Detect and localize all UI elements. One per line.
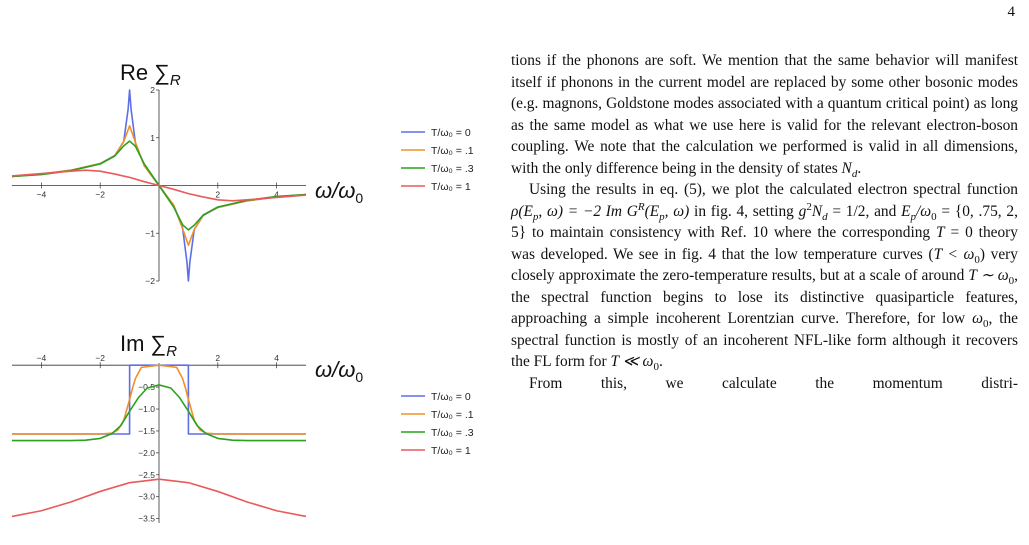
y-tick-label: −3.0: [138, 492, 155, 502]
legend-label: T/ω₀ = 0: [431, 391, 471, 403]
legend-label: T/ω₀ = .1: [431, 145, 474, 157]
legend-label: T/ω₀ = 1: [431, 181, 471, 193]
re-sigma-title: Re ∑R: [120, 60, 181, 89]
legend-label: T/ω₀ = .3: [431, 427, 474, 439]
im-sigma-title: Im ∑R: [120, 331, 177, 360]
y-tick-label: 2: [150, 85, 155, 95]
paragraph-3-start: From this, we calculate the momentum dis…: [529, 374, 1018, 392]
x-tick-label: 2: [215, 353, 220, 363]
legend-label: T/ω₀ = 0: [431, 127, 471, 139]
paragraph-2: Using the results in eq. (5), we plot th…: [511, 181, 1018, 374]
y-tick-label: −2.0: [138, 448, 155, 458]
legend-bottom: T/ω₀ = 0 T/ω₀ = .1 T/ω₀ = .3 T/ω₀ = 1: [401, 391, 474, 457]
x-tick-label: −4: [37, 353, 47, 363]
y-tick-label: −2.5: [138, 470, 155, 480]
re-sigma-plot: −4 −2 2 4 2 1 −1 −2: [11, 85, 307, 286]
im-sigma-plot: −4 −2 2 4 −0.5 −1.0 −1.5 −2.0 −2.5 −3.0 −3.5: [11, 353, 307, 524]
series-line: [11, 478, 307, 518]
legend-top: T/ω₀ = 0 T/ω₀ = .1 T/ω₀ = .3 T/ω₀ = 1: [401, 127, 474, 193]
x-tick-label: 2: [215, 190, 220, 200]
y-tick-label: −1.5: [138, 426, 155, 436]
y-tick-label: 1: [150, 133, 155, 143]
x-tick-label: 4: [274, 353, 279, 363]
legend-label: T/ω₀ = 1: [431, 445, 471, 457]
figure-self-energy: −4 −2 2 4 2 1 −1 −2 Re ∑R ω/ω0 −4 −2 2 4 −0.5 −1.0 −1…: [11, 60, 474, 524]
x-tick-label: −2: [95, 190, 105, 200]
x-tick-label: −2: [95, 353, 105, 363]
im-sigma-x-axis-label: ω/ω0: [315, 357, 363, 385]
legend-label: T/ω₀ = .3: [431, 163, 474, 175]
y-tick-label: −2: [145, 276, 155, 286]
legend-label: T/ω₀ = .1: [431, 409, 474, 421]
x-tick-label: −4: [37, 190, 47, 200]
series-line: [11, 169, 307, 202]
x-tick-label: 4: [274, 190, 279, 200]
paragraph-1: tions if the phonons are soft. We mentio…: [511, 52, 1018, 180]
y-tick-label: −1: [145, 228, 155, 238]
re-sigma-x-axis-label: ω/ω0: [315, 178, 363, 206]
text-column: tions if the phonons are soft. We mentio…: [511, 50, 1018, 394]
y-tick-label: −0.5: [138, 382, 155, 392]
y-tick-label: −1.0: [138, 404, 155, 414]
series-line: [12, 384, 306, 442]
page-number: 4: [1007, 4, 1016, 20]
y-tick-label: −3.5: [138, 514, 155, 524]
